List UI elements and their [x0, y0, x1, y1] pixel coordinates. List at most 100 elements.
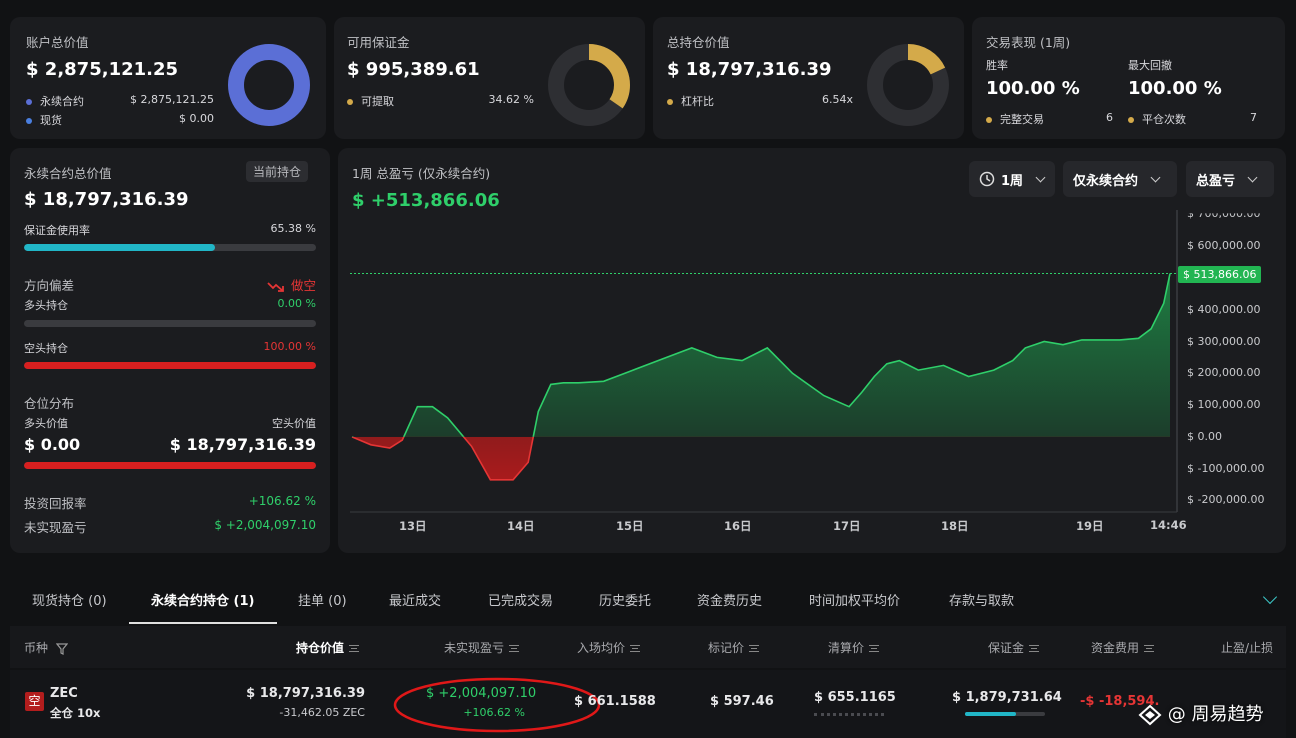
upnl-label: 未实现盈亏 — [24, 520, 87, 535]
row-liq-price: $ 655.1165 — [814, 690, 896, 705]
performance-card: 交易表现 (1周) 胜率 100.00 % 最大回撤 100.00 % 完整交易… — [972, 17, 1285, 139]
short-position-bar — [24, 362, 316, 369]
current-position-badge[interactable]: 当前持仓 — [246, 161, 309, 182]
liq-dotted-line — [814, 713, 884, 716]
row-position-value: $ 18,797,316.39 — [246, 686, 365, 701]
row-upnl: $ +2,004,097.10 — [426, 686, 537, 701]
margin-usage-label: 保证金使用率 — [24, 224, 90, 237]
row-funding: -$ -18,594.25 — [1080, 694, 1160, 709]
available-margin-card: 可用保证金 $ 995,389.61 可提取 34.62 % — [334, 17, 645, 139]
filter-icon — [55, 642, 69, 655]
margin-usage-bar — [24, 244, 316, 251]
legend-spot: 现货 — [26, 112, 62, 128]
distribution-bar — [24, 462, 316, 469]
legend-withdrawable-value: 34.62 % — [488, 93, 534, 106]
perp-title: 永续合约总价值 — [24, 166, 112, 181]
header-coin[interactable]: 币种 — [24, 639, 69, 656]
x-tick-label: 15日 — [616, 519, 644, 533]
y-tick-label: $ 0.00 — [1187, 429, 1222, 443]
win-rate-value: 100.00 % — [986, 78, 1080, 99]
tab-0[interactable]: 现货持仓 (0) — [32, 594, 107, 609]
coin-mode: 全仓 10x — [50, 706, 101, 720]
header-upnl[interactable]: 未实现盈亏 — [444, 639, 520, 656]
position-donut — [867, 44, 949, 126]
available-margin-title: 可用保证金 — [347, 35, 410, 50]
tab-6[interactable]: 资金费历史 — [697, 594, 763, 609]
x-tick-label: 13日 — [399, 519, 427, 533]
tab-3[interactable]: 最近成交 — [389, 594, 442, 609]
y-tick-label: $ 200,000.00 — [1187, 366, 1261, 380]
table-row[interactable] — [10, 670, 1286, 738]
profit-area — [403, 273, 1170, 437]
long-position-pct: 0.00 % — [277, 297, 316, 310]
short-value: $ 18,797,316.39 — [169, 435, 316, 454]
loss-area — [352, 436, 534, 480]
coin-name[interactable]: ZEC — [50, 686, 78, 701]
perp-summary-card: 永续合约总价值 当前持仓 $ 18,797,316.39 保证金使用率 65.3… — [10, 148, 330, 553]
full-trades-label: 完整交易 — [986, 111, 1044, 127]
win-rate-label: 胜率 — [986, 59, 1008, 72]
full-trades-value: 6 — [1106, 111, 1113, 124]
tab-8[interactable]: 存款与取款 — [949, 594, 1015, 609]
chart-value: $ +513,866.06 — [352, 190, 500, 211]
perp-value: $ 18,797,316.39 — [24, 189, 189, 210]
short-position-label: 空头持仓 — [24, 342, 68, 355]
row-entry-price: $ 661.1588 — [574, 694, 656, 709]
row-mark-price: $ 597.46 — [710, 694, 774, 709]
clock-icon — [979, 171, 995, 187]
short-badge: 空 — [25, 692, 44, 711]
y-tick-label: $ 100,000.00 — [1187, 398, 1261, 412]
row-position-size: -31,462.05 ZEC — [279, 706, 365, 719]
header-tpsl[interactable]: 止盈/止损 — [1221, 641, 1274, 655]
tab-7[interactable]: 时间加权平均价 — [809, 594, 901, 609]
y-tick-label: $ 700,000.00 — [1187, 207, 1261, 221]
roi-value: +106.62 % — [248, 494, 316, 508]
sort-icon — [1144, 645, 1155, 652]
upnl-value: $ +2,004,097.10 — [214, 518, 316, 532]
x-tick-label: 14日 — [507, 519, 535, 533]
chart-title: 1周 总盈亏 (仅永续合约) — [352, 166, 491, 181]
short-value-label: 空头价值 — [272, 417, 316, 430]
x-tick-label: 17日 — [833, 519, 861, 533]
watermark: @ 周易趋势 — [1138, 700, 1263, 726]
last-value-tag: $ 513,866.06 — [1178, 265, 1262, 283]
header-liq[interactable]: 清算价 — [828, 639, 880, 656]
period-dropdown[interactable]: 1周 — [969, 161, 1055, 197]
metric-dropdown[interactable]: 总盈亏 — [1186, 161, 1274, 197]
close-count-value: 7 — [1250, 111, 1257, 124]
tab-4[interactable]: 已完成交易 — [488, 594, 554, 609]
header-margin[interactable]: 保证金 — [988, 639, 1040, 656]
highlight-ellipse — [393, 677, 601, 733]
tab-5[interactable]: 历史委托 — [599, 594, 652, 609]
account-donut — [228, 44, 310, 126]
y-tick-label: $ 400,000.00 — [1187, 302, 1261, 316]
x-tick-label: 14:46 — [1150, 518, 1187, 532]
account-value: $ 2,875,121.25 — [26, 59, 179, 80]
available-margin-value: $ 995,389.61 — [347, 59, 480, 80]
position-value: $ 18,797,316.39 — [667, 59, 832, 80]
margin-mini-bar — [965, 712, 1045, 716]
tab-2[interactable]: 挂单 (0) — [298, 594, 347, 609]
row-margin: $ 1,879,731.64 — [952, 690, 1062, 705]
scope-dropdown[interactable]: 仅永续合约 — [1063, 161, 1177, 197]
direction-label: 方向偏差 — [24, 278, 75, 293]
header-position-value[interactable]: 持仓价值 — [296, 639, 360, 656]
header-entry[interactable]: 入场均价 — [577, 639, 641, 656]
tab-1[interactable]: 永续合约持仓 (1) — [151, 594, 255, 609]
max-drawdown-value: 100.00 % — [1128, 78, 1222, 99]
performance-title: 交易表现 (1周) — [986, 35, 1071, 50]
header-funding[interactable]: 资金费用 — [1091, 639, 1155, 656]
tab-active-underline — [129, 622, 277, 624]
table-header — [10, 626, 1286, 668]
sort-icon — [630, 645, 641, 652]
sort-icon — [349, 645, 360, 652]
margin-donut — [548, 44, 630, 126]
max-drawdown-label: 最大回撤 — [1128, 59, 1172, 72]
y-tick-label: $ -200,000.00 — [1187, 493, 1265, 507]
legend-perp: 永续合约 — [26, 93, 84, 109]
account-value-title: 账户总价值 — [26, 35, 89, 50]
legend-withdrawable: 可提取 — [347, 93, 394, 109]
long-value-label: 多头价值 — [24, 417, 68, 430]
distribution-label: 仓位分布 — [24, 396, 75, 411]
header-mark[interactable]: 标记价 — [708, 639, 760, 656]
